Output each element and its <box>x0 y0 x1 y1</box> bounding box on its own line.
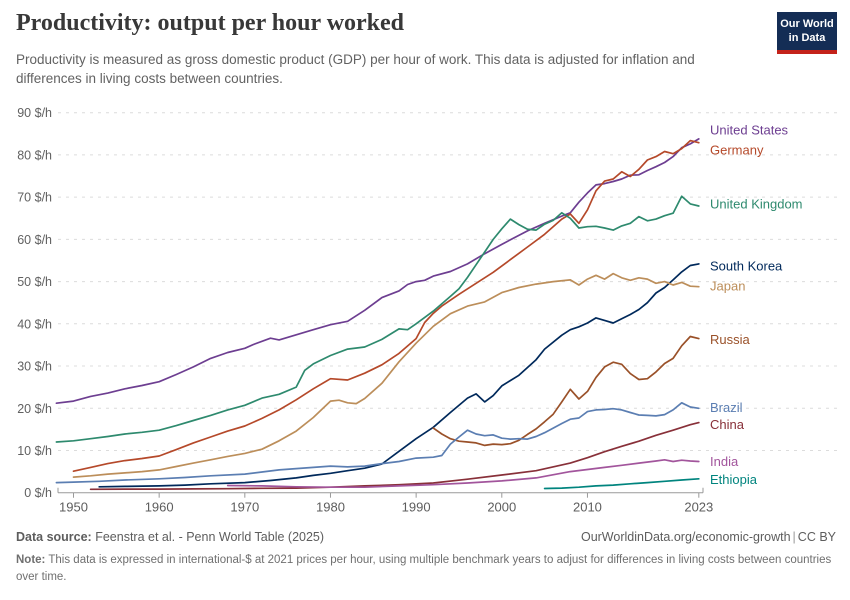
x-tick-label-1960: 1960 <box>145 500 174 515</box>
owid-logo-line2: in Data <box>788 32 826 45</box>
y-tick-label-40: 40 $/h <box>17 317 52 331</box>
series-label-united-states[interactable]: United States <box>710 123 789 138</box>
note-label: Note: <box>16 554 46 566</box>
line-india[interactable] <box>226 458 700 489</box>
series-label-germany[interactable]: Germany <box>710 142 764 157</box>
y-tick-label-0: 0 $/h <box>24 486 52 500</box>
x-tick-label-2010: 2010 <box>573 500 602 515</box>
line-united-kingdom[interactable] <box>55 195 700 443</box>
series-label-united-kingdom[interactable]: United Kingdom <box>710 196 803 211</box>
chart-subtitle: Productivity is measured as gross domest… <box>16 52 695 86</box>
series-label-ethiopia[interactable]: Ethiopia <box>710 472 758 487</box>
line-south-korea[interactable] <box>98 263 700 488</box>
owid-logo[interactable]: Our World in Data <box>777 12 837 54</box>
line-ethiopia[interactable] <box>543 477 700 490</box>
y-tick-label-20: 20 $/h <box>17 402 52 416</box>
y-tick-label-60: 60 $/h <box>17 233 52 247</box>
owid-url-link[interactable]: OurWorldinData.org/economic-growth <box>580 530 791 544</box>
footer-links: OurWorldinData.org/economic-growth | CC BY <box>581 530 836 544</box>
owid-logo-line1: Our World <box>780 18 834 30</box>
x-tick-label-2000: 2000 <box>487 500 516 515</box>
y-tick-label-80: 80 $/h <box>17 148 52 162</box>
series-label-japan[interactable]: Japan <box>710 279 745 294</box>
line-germany[interactable] <box>72 139 700 473</box>
line-japan[interactable] <box>72 272 700 478</box>
x-tick-label-1980: 1980 <box>316 500 345 515</box>
x-tick-label-2023: 2023 <box>684 500 713 515</box>
y-tick-label-10: 10 $/h <box>17 444 52 458</box>
footer-separator: | <box>792 530 796 544</box>
x-tick-label-1950: 1950 <box>59 500 88 515</box>
page-title: Productivity: output per hour worked <box>16 10 405 36</box>
y-tick-label-70: 70 $/h <box>17 191 52 205</box>
cc-by-link[interactable]: CC BY <box>797 530 836 544</box>
line-china[interactable] <box>89 421 700 491</box>
data-source-label: Data source: <box>16 530 92 544</box>
series-label-south-korea[interactable]: South Korea <box>710 258 783 273</box>
line-united-states[interactable] <box>55 138 700 405</box>
y-tick-label-90: 90 $/h <box>17 106 52 120</box>
x-tick-label-1990: 1990 <box>402 500 431 515</box>
chart-note: Note: This data is expressed in internat… <box>16 552 836 585</box>
series-label-india[interactable]: India <box>710 454 739 469</box>
series-label-china[interactable]: China <box>710 417 745 432</box>
data-source-line: Data source: Feenstra et al. - Penn Worl… <box>16 530 324 544</box>
series-label-brazil[interactable]: Brazil <box>710 400 743 415</box>
y-tick-label-30: 30 $/h <box>17 360 52 374</box>
note-text: This data is expressed in international-… <box>16 554 832 583</box>
y-tick-label-50: 50 $/h <box>17 275 52 289</box>
series-label-russia[interactable]: Russia <box>710 332 751 347</box>
x-tick-label-1970: 1970 <box>230 500 259 515</box>
line-brazil[interactable] <box>55 401 700 484</box>
line-russia[interactable] <box>432 335 700 447</box>
productivity-line-chart: 0 $/h 10 $/h 20 $/h 30 $/h 40 $/h 50 $/h 60 $/… <box>17 106 838 515</box>
data-source-text: Feenstra et al. - Penn World Table (2025… <box>91 530 325 544</box>
